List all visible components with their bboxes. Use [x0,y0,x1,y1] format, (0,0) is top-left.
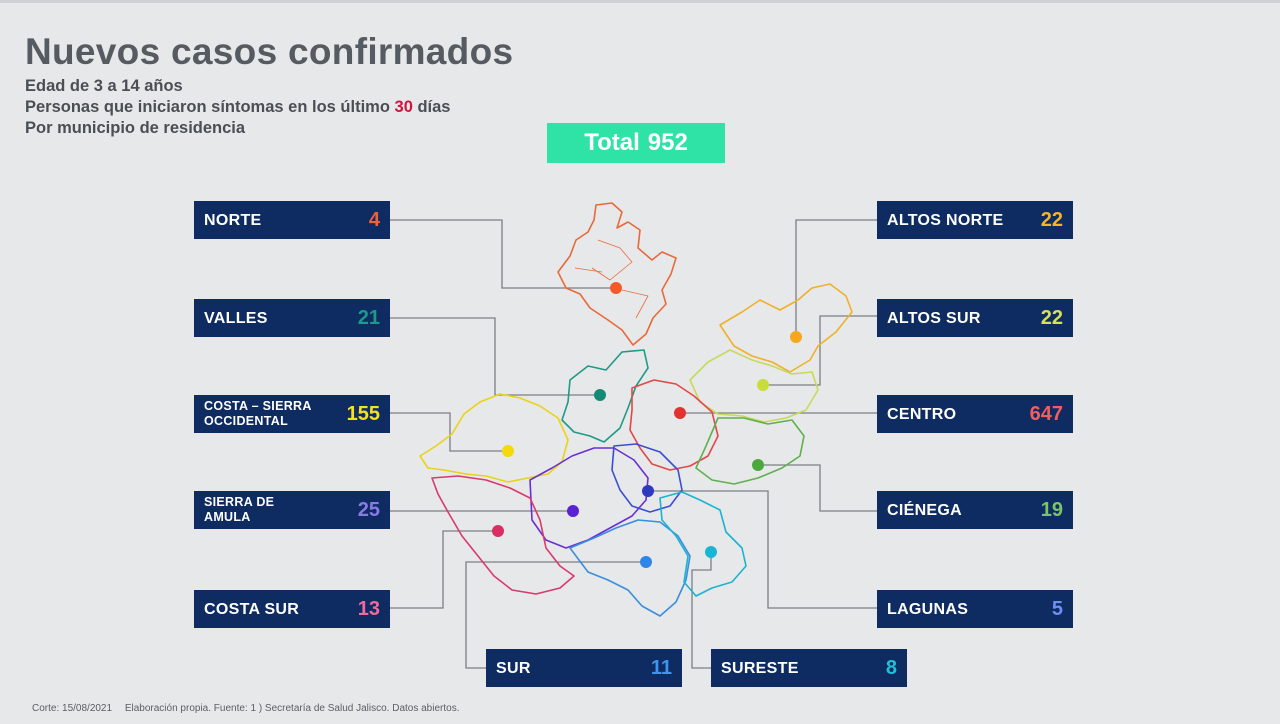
region-value: 22 [1040,306,1063,329]
region-label: LAGUNAS [887,600,969,618]
region-box-valles: VALLES 21 [194,299,390,337]
region-label: NORTE [204,211,262,229]
footer: Corte: 15/08/2021 Elaboración propia. Fu… [32,703,459,714]
region-norte [557,202,677,346]
region-costa-sierra [419,393,569,483]
region-box-lagunas: LAGUNAS 5 [877,590,1073,628]
marker-sur [640,556,652,568]
marker-costa-sierra [502,445,514,457]
subtitle-days-value: 30 [394,98,413,116]
region-sierra-amula [529,447,649,549]
marker-norte [610,282,622,294]
region-label: SUR [496,659,531,677]
region-box-sur: SUR 11 [486,649,682,687]
region-value: 11 [650,656,672,679]
region-box-norte: NORTE 4 [194,201,390,239]
region-box-sureste: SURESTE 8 [711,649,907,687]
region-box-altos-sur: ALTOS SUR 22 [877,299,1073,337]
marker-cienega [752,459,764,471]
total-badge: Total 952 [547,123,725,163]
marker-costa-sur [492,525,504,537]
connector-altos-sur [763,315,877,386]
connector-costa-sierra [390,412,508,452]
footer-source: Elaboración propia. Fuente: 1 ) Secretar… [124,703,460,714]
region-label: ALTOS SUR [887,309,981,327]
region-box-altos-norte: ALTOS NORTE 22 [877,201,1073,239]
region-value: 19 [1040,498,1063,521]
subtitle-days-unit: días [417,98,451,116]
region-label: COSTA SUR [204,600,300,618]
region-value: 13 [357,597,380,620]
region-norte-inner [574,239,649,319]
region-label: SURESTE [721,659,799,677]
region-sureste [659,491,747,597]
region-value: 155 [346,402,380,425]
marker-valles [594,389,606,401]
top-border [0,0,1280,3]
region-box-sierra-amula: SIERRA DE AMULA 25 [194,491,390,529]
region-altos-sur [689,349,819,423]
connector-norte [390,219,616,289]
region-value: 647 [1029,402,1063,425]
region-altos-norte [719,283,853,373]
region-box-costa-sierra: COSTA – SIERRA OCCIDENTAL 155 [194,395,390,433]
subtitle-age: Edad de 3 a 14 años [25,77,183,95]
region-value: 21 [357,306,380,329]
connector-costa-sur [390,530,498,609]
region-value: 5 [1051,597,1063,620]
region-valles [561,349,649,443]
total-value: 952 [647,129,688,156]
region-value: 25 [357,498,380,521]
total-label: Total [584,129,640,156]
region-box-cienega: CIÉNEGA 19 [877,491,1073,529]
connector-valles [390,317,600,396]
connector-altos-norte [795,219,877,337]
region-value: 8 [885,656,897,679]
region-value: 22 [1040,208,1063,231]
region-lagunas [611,443,683,513]
region-label: SIERRA DE AMULA [204,495,275,524]
page-title: Nuevos casos confirmados [25,31,514,72]
connector-cienega [758,464,877,512]
region-label: CENTRO [887,405,957,423]
subtitle-symptoms-text: Personas que iniciaron síntomas en los ú… [25,98,390,116]
subtitle-municipality: Por municipio de residencia [25,119,246,137]
region-markers [492,282,802,568]
marker-sierra-amula [567,505,579,517]
region-label: VALLES [204,309,268,327]
region-box-costa-sur: COSTA SUR 13 [194,590,390,628]
marker-altos-norte [790,331,802,343]
region-label: CIÉNEGA [887,501,962,519]
region-cienega [695,417,805,485]
marker-centro [674,407,686,419]
marker-lagunas [642,485,654,497]
subtitle-symptoms: Personas que iniciaron síntomas en los ú… [25,98,451,117]
region-label: ALTOS NORTE [887,211,1004,229]
footer-cutoff-date: Corte: 15/08/2021 [32,703,113,714]
region-costa-sur [431,475,575,595]
connector-lagunas [648,490,877,609]
region-value: 4 [368,208,380,231]
connector-sureste [691,552,712,669]
marker-altos-sur [757,379,769,391]
region-centro [629,379,719,471]
region-sur [569,519,691,617]
marker-sureste [705,546,717,558]
region-box-centro: CENTRO 647 [877,395,1073,433]
region-label: COSTA – SIERRA OCCIDENTAL [204,399,312,428]
